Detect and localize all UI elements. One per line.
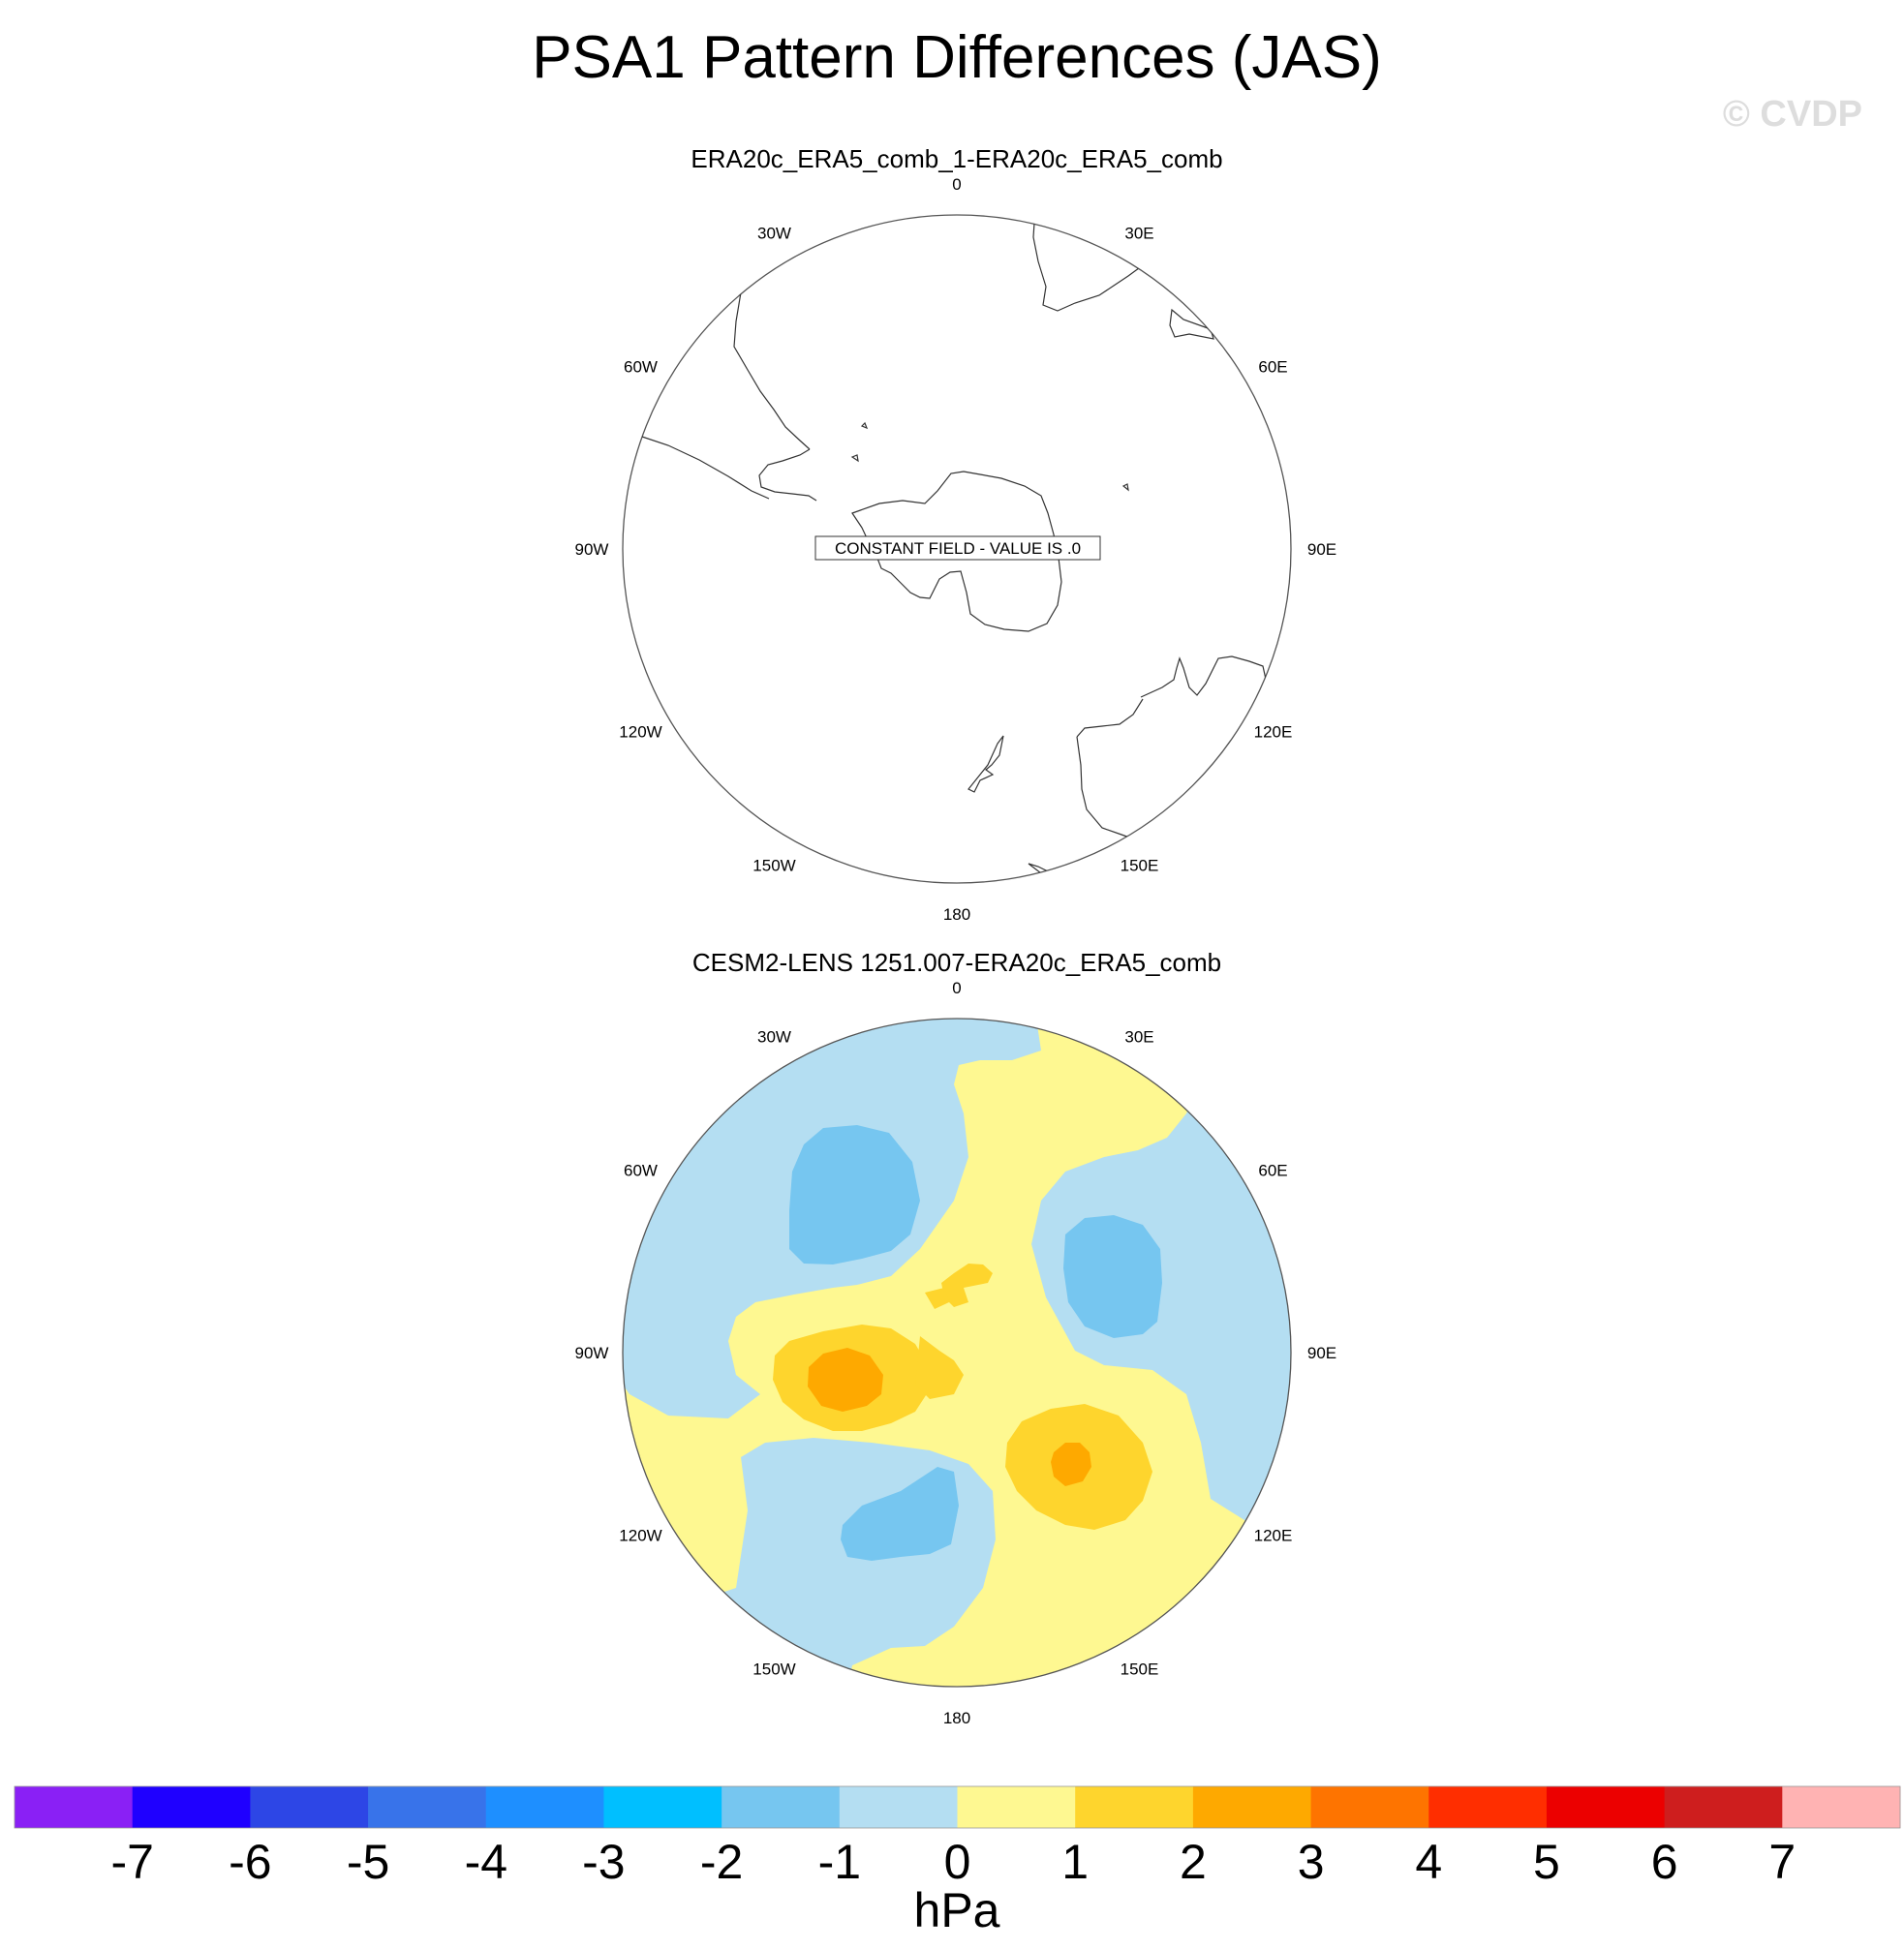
panel-1-lon-label: 180 bbox=[943, 905, 970, 924]
panel-1-lon-label: 30E bbox=[1124, 225, 1153, 243]
colorbar-tick-label: -2 bbox=[700, 1835, 743, 1889]
colorbar-swatch bbox=[722, 1786, 841, 1828]
colorbar-swatch bbox=[1075, 1786, 1194, 1828]
colorbar-tick-label: 3 bbox=[1298, 1835, 1325, 1889]
panel-2-lon-label: 60E bbox=[1258, 1162, 1287, 1180]
colorbar-tick-label: 6 bbox=[1651, 1835, 1678, 1889]
panel-1-lon-label: 60E bbox=[1258, 358, 1287, 377]
colorbar-tick-label: -1 bbox=[818, 1835, 861, 1889]
colorbar-swatch bbox=[1310, 1786, 1429, 1828]
panel-2-map-border bbox=[622, 1018, 1292, 1688]
panel-1-constant-note: CONSTANT FIELD - VALUE IS .0 bbox=[814, 535, 1101, 561]
colorbar-swatch bbox=[1192, 1786, 1312, 1828]
colorbar-tick-label: -3 bbox=[582, 1835, 625, 1889]
colorbar-tick-label: -4 bbox=[465, 1835, 507, 1889]
contour-pos-australia-2to3 bbox=[1051, 1443, 1091, 1486]
panel-1-lon-label: 0 bbox=[952, 175, 961, 194]
panel-2-longitude-labels: 0 30E 60E 90E 120E 150E 180 150W 120W 90W 60W 30W bbox=[575, 979, 1337, 1727]
panel-2-lon-label: 90E bbox=[1307, 1344, 1336, 1362]
panel-2-lon-label: 150E bbox=[1121, 1661, 1159, 1679]
panel-1-lon-label: 150E bbox=[1121, 857, 1159, 875]
panel-2-lon-label: 60W bbox=[624, 1162, 658, 1180]
contour-neg-core-atlantic bbox=[789, 1125, 920, 1264]
colorbar-swatch bbox=[1428, 1786, 1548, 1828]
colorbar-swatch bbox=[15, 1786, 134, 1828]
panel-1-lon-label: 90E bbox=[1307, 540, 1336, 559]
cvdp-watermark: © CVDP bbox=[1723, 94, 1862, 135]
colorbar-tick-label: -6 bbox=[229, 1835, 271, 1889]
contour-pos-belingshausen-2to3 bbox=[808, 1348, 883, 1412]
colorbar-swatch bbox=[250, 1786, 369, 1828]
colorbar: -7 -6 -5 -4 -3 -2 -1 0 1 2 3 4 5 6 7 bbox=[14, 1785, 1901, 1889]
panel-2-contours bbox=[623, 1019, 1291, 1687]
colorbar-tick-label: 2 bbox=[1180, 1835, 1207, 1889]
colorbar-outline bbox=[14, 1785, 1901, 1829]
panel-1: ERA20c_ERA5_comb_1-ERA20c_ERA5_comb bbox=[575, 144, 1337, 924]
panel-2-lon-label: 0 bbox=[952, 979, 961, 997]
panel-1-lon-label: 30W bbox=[757, 225, 791, 243]
panel-2-lon-label: 120W bbox=[619, 1527, 661, 1545]
panel-1-lon-label: 120W bbox=[619, 723, 661, 742]
colorbar-units: hPa bbox=[914, 1883, 1000, 1937]
colorbar-swatch bbox=[485, 1786, 604, 1828]
colorbar-tick-label: 1 bbox=[1061, 1835, 1089, 1889]
colorbar-tick-label: -5 bbox=[347, 1835, 389, 1889]
panel-2-title: CESM2-LENS 1251.007-ERA20c_ERA5_comb bbox=[692, 948, 1221, 977]
colorbar-swatch bbox=[603, 1786, 722, 1828]
colorbar-tick-label: 0 bbox=[944, 1835, 971, 1889]
colorbar-tick-label: 7 bbox=[1768, 1835, 1796, 1889]
colorbar-swatch bbox=[368, 1786, 487, 1828]
panel-1-lon-label: 120E bbox=[1254, 723, 1293, 742]
panel-2-lon-label: 90W bbox=[575, 1344, 609, 1362]
contour-neg-region-east bbox=[1031, 1019, 1291, 1687]
colorbar-swatch bbox=[132, 1786, 251, 1828]
panel-2-lon-label: 120E bbox=[1254, 1527, 1293, 1545]
contour-pos-polar-1to2-c bbox=[925, 1288, 949, 1309]
panel-2-lon-label: 150W bbox=[752, 1661, 795, 1679]
contour-neg-core-indian bbox=[1063, 1215, 1162, 1338]
colorbar-swatch bbox=[1782, 1786, 1901, 1828]
contour-pos-polar-1to2-b bbox=[915, 1336, 964, 1399]
figure-title: PSA1 Pattern Differences (JAS) bbox=[532, 24, 1382, 91]
colorbar-swatch bbox=[1664, 1786, 1783, 1828]
panel-1-title: ERA20c_ERA5_comb_1-ERA20c_ERA5_comb bbox=[691, 144, 1222, 173]
contour-neg-core-pacific bbox=[841, 1467, 959, 1561]
panel-2-lon-label: 180 bbox=[943, 1709, 970, 1727]
colorbar-swatch bbox=[1546, 1786, 1666, 1828]
panel-1-lon-label: 90W bbox=[575, 540, 609, 559]
panel-1-lon-label: 150W bbox=[752, 857, 795, 875]
colorbar-tick-label: -7 bbox=[110, 1835, 153, 1889]
panel-1-lon-label: 60W bbox=[624, 358, 658, 377]
contour-pos-polar-1to2 bbox=[941, 1264, 993, 1307]
panel-1-constant-text: CONSTANT FIELD - VALUE IS .0 bbox=[835, 539, 1081, 558]
colorbar-tick-label: 5 bbox=[1533, 1835, 1560, 1889]
panel-2-lon-label: 30W bbox=[757, 1028, 791, 1047]
panel-2: CESM2-LENS 1251.007-ERA20c_ERA5_comb bbox=[575, 948, 1337, 1727]
colorbar-tick-label: 4 bbox=[1415, 1835, 1442, 1889]
panel-2-lon-label: 30E bbox=[1124, 1028, 1153, 1047]
colorbar-swatch bbox=[957, 1786, 1076, 1828]
colorbar-swatch bbox=[839, 1786, 958, 1828]
panel-1-longitude-labels: 0 30E 60E 90E 120E 150E 180 150W 120W 90W 60W 30W bbox=[575, 175, 1337, 924]
